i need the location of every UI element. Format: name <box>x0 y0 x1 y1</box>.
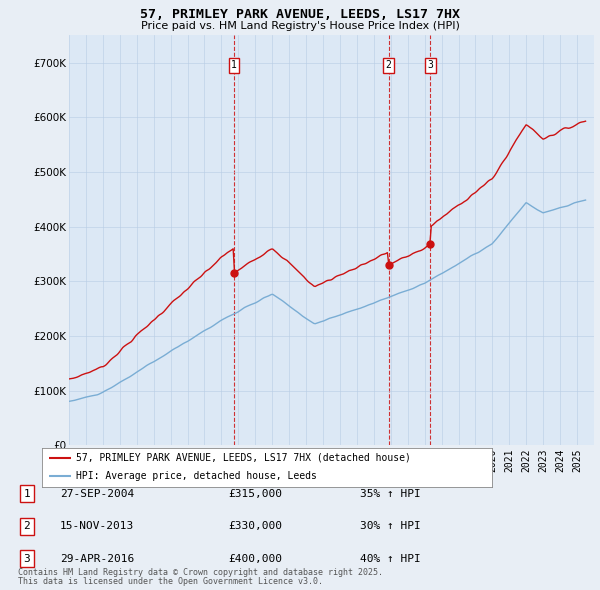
Text: £330,000: £330,000 <box>228 522 282 531</box>
Text: 35% ↑ HPI: 35% ↑ HPI <box>360 489 421 499</box>
Text: HPI: Average price, detached house, Leeds: HPI: Average price, detached house, Leed… <box>76 471 317 481</box>
Text: 3: 3 <box>427 60 433 70</box>
Text: This data is licensed under the Open Government Licence v3.0.: This data is licensed under the Open Gov… <box>18 577 323 586</box>
Text: £315,000: £315,000 <box>228 489 282 499</box>
Text: Contains HM Land Registry data © Crown copyright and database right 2025.: Contains HM Land Registry data © Crown c… <box>18 568 383 577</box>
Text: 2: 2 <box>386 60 392 70</box>
Text: 27-SEP-2004: 27-SEP-2004 <box>60 489 134 499</box>
Text: Price paid vs. HM Land Registry's House Price Index (HPI): Price paid vs. HM Land Registry's House … <box>140 21 460 31</box>
Text: 29-APR-2016: 29-APR-2016 <box>60 554 134 563</box>
Text: 40% ↑ HPI: 40% ↑ HPI <box>360 554 421 563</box>
Text: 30% ↑ HPI: 30% ↑ HPI <box>360 522 421 531</box>
Text: 57, PRIMLEY PARK AVENUE, LEEDS, LS17 7HX (detached house): 57, PRIMLEY PARK AVENUE, LEEDS, LS17 7HX… <box>76 453 410 463</box>
Text: 3: 3 <box>23 554 31 563</box>
Text: 1: 1 <box>23 489 31 499</box>
Text: 2: 2 <box>23 522 31 531</box>
Text: 57, PRIMLEY PARK AVENUE, LEEDS, LS17 7HX: 57, PRIMLEY PARK AVENUE, LEEDS, LS17 7HX <box>140 8 460 21</box>
Text: 15-NOV-2013: 15-NOV-2013 <box>60 522 134 531</box>
Text: 1: 1 <box>231 60 237 70</box>
Text: £400,000: £400,000 <box>228 554 282 563</box>
